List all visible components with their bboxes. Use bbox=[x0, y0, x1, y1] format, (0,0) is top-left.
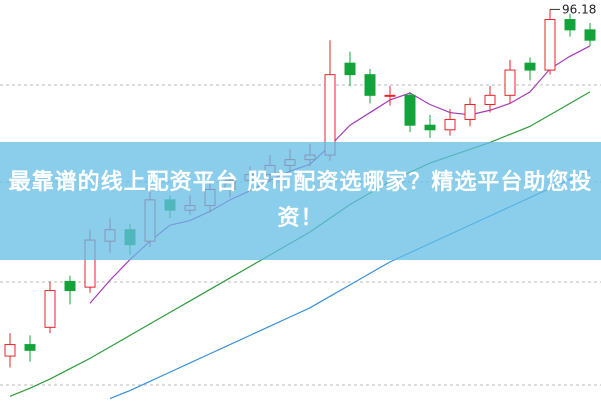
candle-body bbox=[524, 62, 536, 71]
candle-body bbox=[44, 290, 56, 328]
candle-body bbox=[404, 94, 416, 126]
candle-body bbox=[384, 94, 396, 97]
candle-body bbox=[364, 74, 376, 96]
candle-body bbox=[484, 94, 496, 106]
max-label: 96.18 bbox=[562, 2, 596, 16]
candle-body bbox=[344, 62, 356, 76]
candle-body bbox=[444, 118, 456, 131]
candle-body bbox=[584, 29, 596, 41]
candle-body bbox=[64, 280, 76, 292]
candle-body bbox=[24, 344, 36, 351]
candle-body bbox=[464, 104, 476, 120]
banner-title: 最靠谱的线上配资平台 股市配资选哪家？精选平台助您投资！ bbox=[8, 170, 593, 231]
candle-body bbox=[4, 344, 16, 357]
candle-body bbox=[504, 69, 516, 96]
candle-body bbox=[424, 124, 436, 131]
candle-body bbox=[544, 19, 556, 71]
candle-body bbox=[564, 19, 576, 31]
banner: 最靠谱的线上配资平台 股市配资选哪家？精选平台助您投资！ bbox=[0, 142, 601, 260]
